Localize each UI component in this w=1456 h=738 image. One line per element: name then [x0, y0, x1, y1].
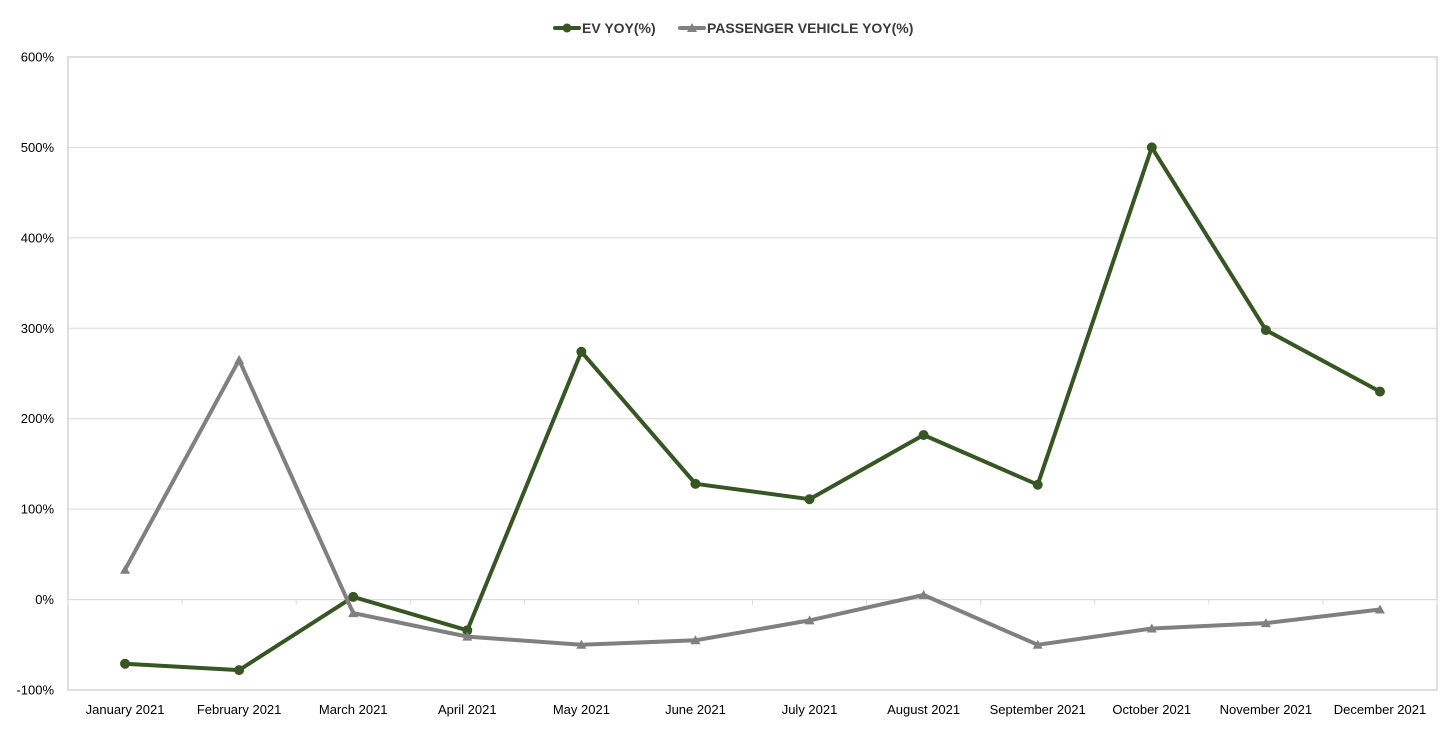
data-point — [690, 478, 701, 489]
x-tick-label: December 2021 — [1334, 702, 1427, 717]
x-tick-label: June 2021 — [665, 702, 726, 717]
y-tick-label: 600% — [21, 50, 55, 65]
y-tick-label: 500% — [21, 140, 55, 155]
legend-label: PASSENGER VEHICLE YOY(%) — [707, 20, 913, 36]
data-point — [234, 354, 245, 364]
data-point — [804, 494, 815, 505]
legend-marker — [687, 23, 697, 32]
data-point — [462, 631, 473, 641]
data-point — [576, 639, 587, 649]
data-point — [1260, 618, 1271, 628]
data-point — [576, 346, 587, 357]
x-tick-label: July 2021 — [782, 702, 838, 717]
x-tick-label: October 2021 — [1112, 702, 1191, 717]
data-point — [120, 658, 131, 669]
y-tick-label: 0% — [35, 592, 54, 607]
gridlines — [68, 146, 1437, 601]
data-point — [120, 564, 131, 574]
y-tick-label: 300% — [21, 321, 55, 336]
y-tick-label: 200% — [21, 411, 55, 426]
legend: EV YOY(%) PASSENGER VEHICLE YOY(%) — [553, 20, 913, 36]
series-ev-yoy — [120, 142, 1385, 676]
data-point — [348, 591, 359, 602]
y-tick-label: 400% — [21, 230, 55, 245]
y-tick-label: -100% — [16, 683, 54, 698]
data-point — [1146, 623, 1157, 633]
data-point — [804, 615, 815, 625]
series-passenger-vehicle-yoy — [120, 354, 1385, 649]
x-tick-label: January 2021 — [86, 702, 165, 717]
x-axis: January 2021 February 2021 March 2021 April… — [67, 599, 1438, 717]
x-tick-label: April 2021 — [438, 702, 497, 717]
data-point — [348, 608, 359, 618]
legend-marker — [562, 23, 572, 33]
series-line — [123, 357, 1382, 647]
data-point — [918, 590, 929, 600]
data-point — [1146, 142, 1157, 153]
data-point — [918, 429, 929, 440]
data-point — [1032, 479, 1043, 490]
x-tick-label: August 2021 — [887, 702, 960, 717]
data-point — [1260, 325, 1271, 336]
series-layer — [120, 142, 1385, 676]
data-point — [1374, 604, 1385, 614]
x-tick-label: September 2021 — [990, 702, 1086, 717]
data-point — [1374, 386, 1385, 397]
x-tick-label: November 2021 — [1220, 702, 1313, 717]
plot-area — [67, 56, 1438, 691]
y-axis: -100% 0% 100% 200% 300% 400% 500% 600% — [16, 50, 54, 698]
data-point — [1032, 639, 1043, 649]
x-tick-label: May 2021 — [553, 702, 610, 717]
data-point — [690, 635, 701, 645]
y-tick-label: 100% — [21, 502, 55, 517]
data-point — [234, 665, 245, 676]
x-tick-label: February 2021 — [197, 702, 282, 717]
legend-label: EV YOY(%) — [582, 20, 656, 36]
x-tick-label: March 2021 — [319, 702, 388, 717]
series-line — [123, 145, 1382, 673]
